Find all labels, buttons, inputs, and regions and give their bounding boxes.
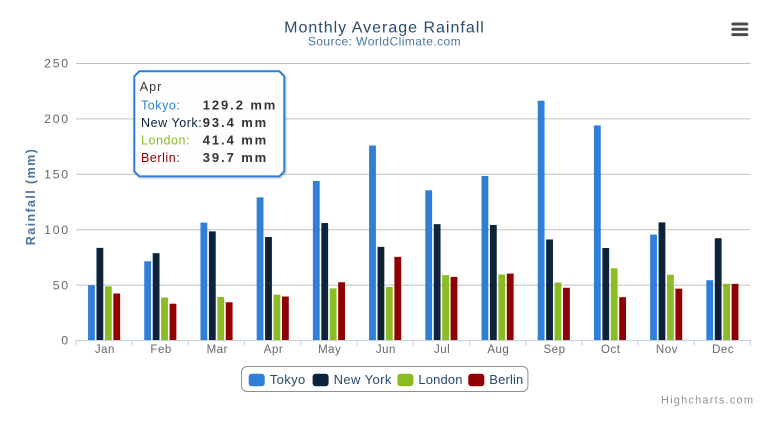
svg-text:Berlin:: Berlin: bbox=[141, 151, 180, 165]
svg-text:Source: WorldClimate.com: Source: WorldClimate.com bbox=[308, 35, 461, 49]
svg-text:Berlin: Berlin bbox=[489, 372, 523, 387]
svg-text:200: 200 bbox=[44, 112, 70, 126]
svg-text:May: May bbox=[318, 344, 341, 356]
svg-text:150: 150 bbox=[44, 168, 70, 182]
svg-text:0: 0 bbox=[61, 334, 70, 348]
svg-text:London: London bbox=[418, 372, 462, 387]
svg-text:100: 100 bbox=[44, 223, 70, 237]
svg-text:Tokyo:: Tokyo: bbox=[141, 99, 180, 113]
svg-text:50: 50 bbox=[53, 278, 70, 292]
svg-text:Highcharts.com: Highcharts.com bbox=[661, 395, 754, 407]
svg-text:39.7 mm: 39.7 mm bbox=[203, 150, 268, 165]
svg-text:Monthly Average Rainfall: Monthly Average Rainfall bbox=[284, 20, 485, 37]
svg-text:New York:: New York: bbox=[141, 116, 202, 130]
svg-text:93.4 mm: 93.4 mm bbox=[203, 115, 268, 130]
svg-text:Jul: Jul bbox=[434, 344, 450, 356]
svg-text:Aug: Aug bbox=[487, 344, 509, 356]
svg-text:Nov: Nov bbox=[656, 344, 678, 356]
svg-text:Mar: Mar bbox=[207, 344, 228, 356]
svg-text:Tokyo: Tokyo bbox=[270, 372, 306, 387]
svg-text:129.2 mm: 129.2 mm bbox=[203, 98, 277, 113]
svg-text:Apr: Apr bbox=[264, 344, 283, 356]
svg-text:London:: London: bbox=[141, 134, 190, 148]
svg-text:250: 250 bbox=[44, 57, 70, 71]
svg-text:Rainfall (mm): Rainfall (mm) bbox=[24, 148, 38, 245]
svg-text:41.4 mm: 41.4 mm bbox=[203, 133, 268, 148]
svg-text:Dec: Dec bbox=[712, 344, 734, 356]
svg-text:Feb: Feb bbox=[150, 344, 171, 356]
svg-text:Jan: Jan bbox=[95, 344, 115, 356]
svg-text:Oct: Oct bbox=[601, 344, 621, 356]
svg-text:Apr: Apr bbox=[140, 80, 163, 94]
svg-text:New York: New York bbox=[334, 372, 392, 387]
svg-text:Jun: Jun bbox=[376, 344, 396, 356]
svg-text:Sep: Sep bbox=[544, 344, 566, 356]
